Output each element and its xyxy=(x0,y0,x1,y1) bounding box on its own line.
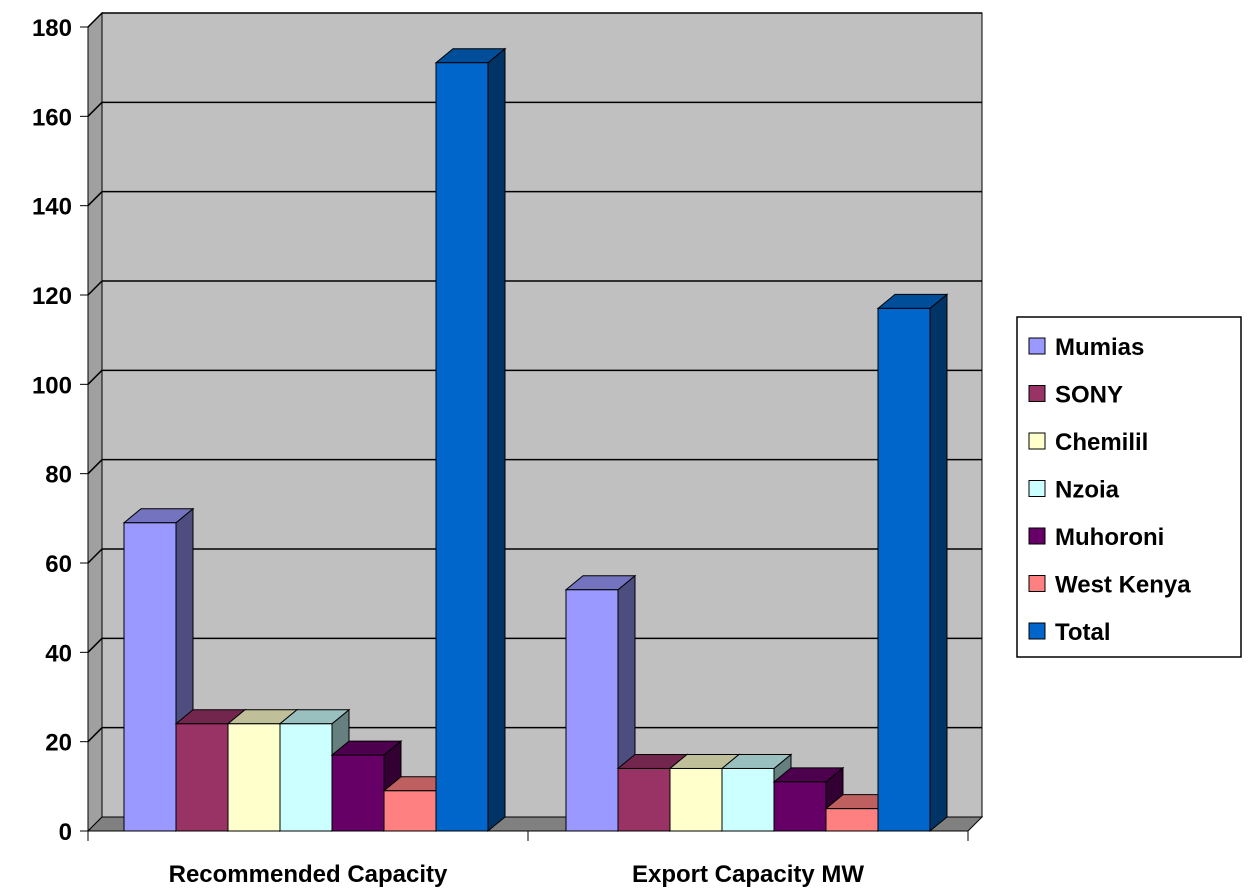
y-tick-label: 20 xyxy=(45,730,72,757)
bar xyxy=(772,766,845,833)
bar-front xyxy=(227,723,281,832)
bar-front xyxy=(279,723,333,832)
x-category-label: Recommended Capacity xyxy=(169,861,448,888)
y-tick-label: 60 xyxy=(45,551,72,578)
bar-front xyxy=(123,522,177,832)
legend-item: SONY xyxy=(1028,382,1123,409)
y-axis-ticks: 0 20 40 60 80 100 120 140 160 180 xyxy=(32,15,89,846)
legend-swatch xyxy=(1028,432,1046,450)
plot-walls xyxy=(86,11,984,833)
legend-item: Nzoia xyxy=(1028,477,1120,504)
bar-front xyxy=(565,589,619,832)
legend-item: Mumias xyxy=(1028,334,1144,361)
legend-box xyxy=(1016,316,1242,658)
gridline-side xyxy=(87,548,103,564)
gridline-side xyxy=(87,459,103,475)
legend-label: West Kenya xyxy=(1055,572,1191,599)
bar-front xyxy=(773,781,827,832)
bar xyxy=(330,740,403,833)
legend-swatch xyxy=(1028,385,1046,402)
y-tick-label: 80 xyxy=(45,462,72,489)
legend: Mumias SONY Chemilil Nzoia Muhoroni West Keny… xyxy=(1016,316,1242,658)
gridline-side xyxy=(87,727,103,743)
bar-side xyxy=(487,47,506,833)
gridline-side xyxy=(87,101,103,117)
y-tick-label: 0 xyxy=(59,819,72,846)
gridline-side xyxy=(87,12,103,28)
legend-label: SONY xyxy=(1055,382,1123,409)
gridline-side xyxy=(87,369,103,385)
legend-item: Chemilil xyxy=(1028,429,1148,456)
legend-swatch xyxy=(1028,337,1046,355)
bar xyxy=(876,293,949,833)
legend-label: Nzoia xyxy=(1055,477,1120,504)
bar-front xyxy=(721,767,775,832)
legend-swatch xyxy=(1028,527,1046,545)
plot-back-wall xyxy=(101,12,983,818)
x-category-label: Export Capacity MW xyxy=(632,861,864,888)
bar xyxy=(122,507,195,833)
legend-item: West Kenya xyxy=(1028,572,1191,599)
bar-front xyxy=(617,767,671,832)
legend-item: Muhoroni xyxy=(1028,524,1164,551)
gridline-side xyxy=(87,280,103,296)
y-tick-label: 100 xyxy=(32,372,72,399)
y-tick-label: 40 xyxy=(45,640,72,667)
legend-item: Total xyxy=(1028,619,1111,646)
legend-label: Total xyxy=(1055,619,1111,646)
legend-label: Mumias xyxy=(1055,334,1144,361)
bar-front xyxy=(331,754,385,832)
legend-swatch xyxy=(1028,575,1046,592)
y-tick-label: 140 xyxy=(32,194,72,221)
bar-front xyxy=(383,790,437,832)
y-tick-label: 160 xyxy=(32,104,72,131)
bar-front xyxy=(825,808,879,832)
bar-side xyxy=(929,293,948,833)
gridline-side xyxy=(87,637,103,653)
bar-front xyxy=(669,767,723,832)
y-tick-label: 120 xyxy=(32,283,72,310)
legend-swatch xyxy=(1028,480,1046,497)
legend-label: Chemilil xyxy=(1055,429,1148,456)
bar xyxy=(434,47,507,833)
bar-front xyxy=(877,307,931,832)
gridlines xyxy=(87,12,982,743)
legend-swatch xyxy=(1028,622,1046,640)
bar-front xyxy=(175,723,229,832)
gridline-side xyxy=(87,191,103,207)
x-axis-categories: Recommended Capacity Export Capacity MW xyxy=(87,830,969,888)
bar-front xyxy=(435,62,489,832)
legend-label: Muhoroni xyxy=(1055,524,1164,551)
plot-side-wall xyxy=(87,11,103,833)
y-tick-label: 180 xyxy=(32,15,72,42)
